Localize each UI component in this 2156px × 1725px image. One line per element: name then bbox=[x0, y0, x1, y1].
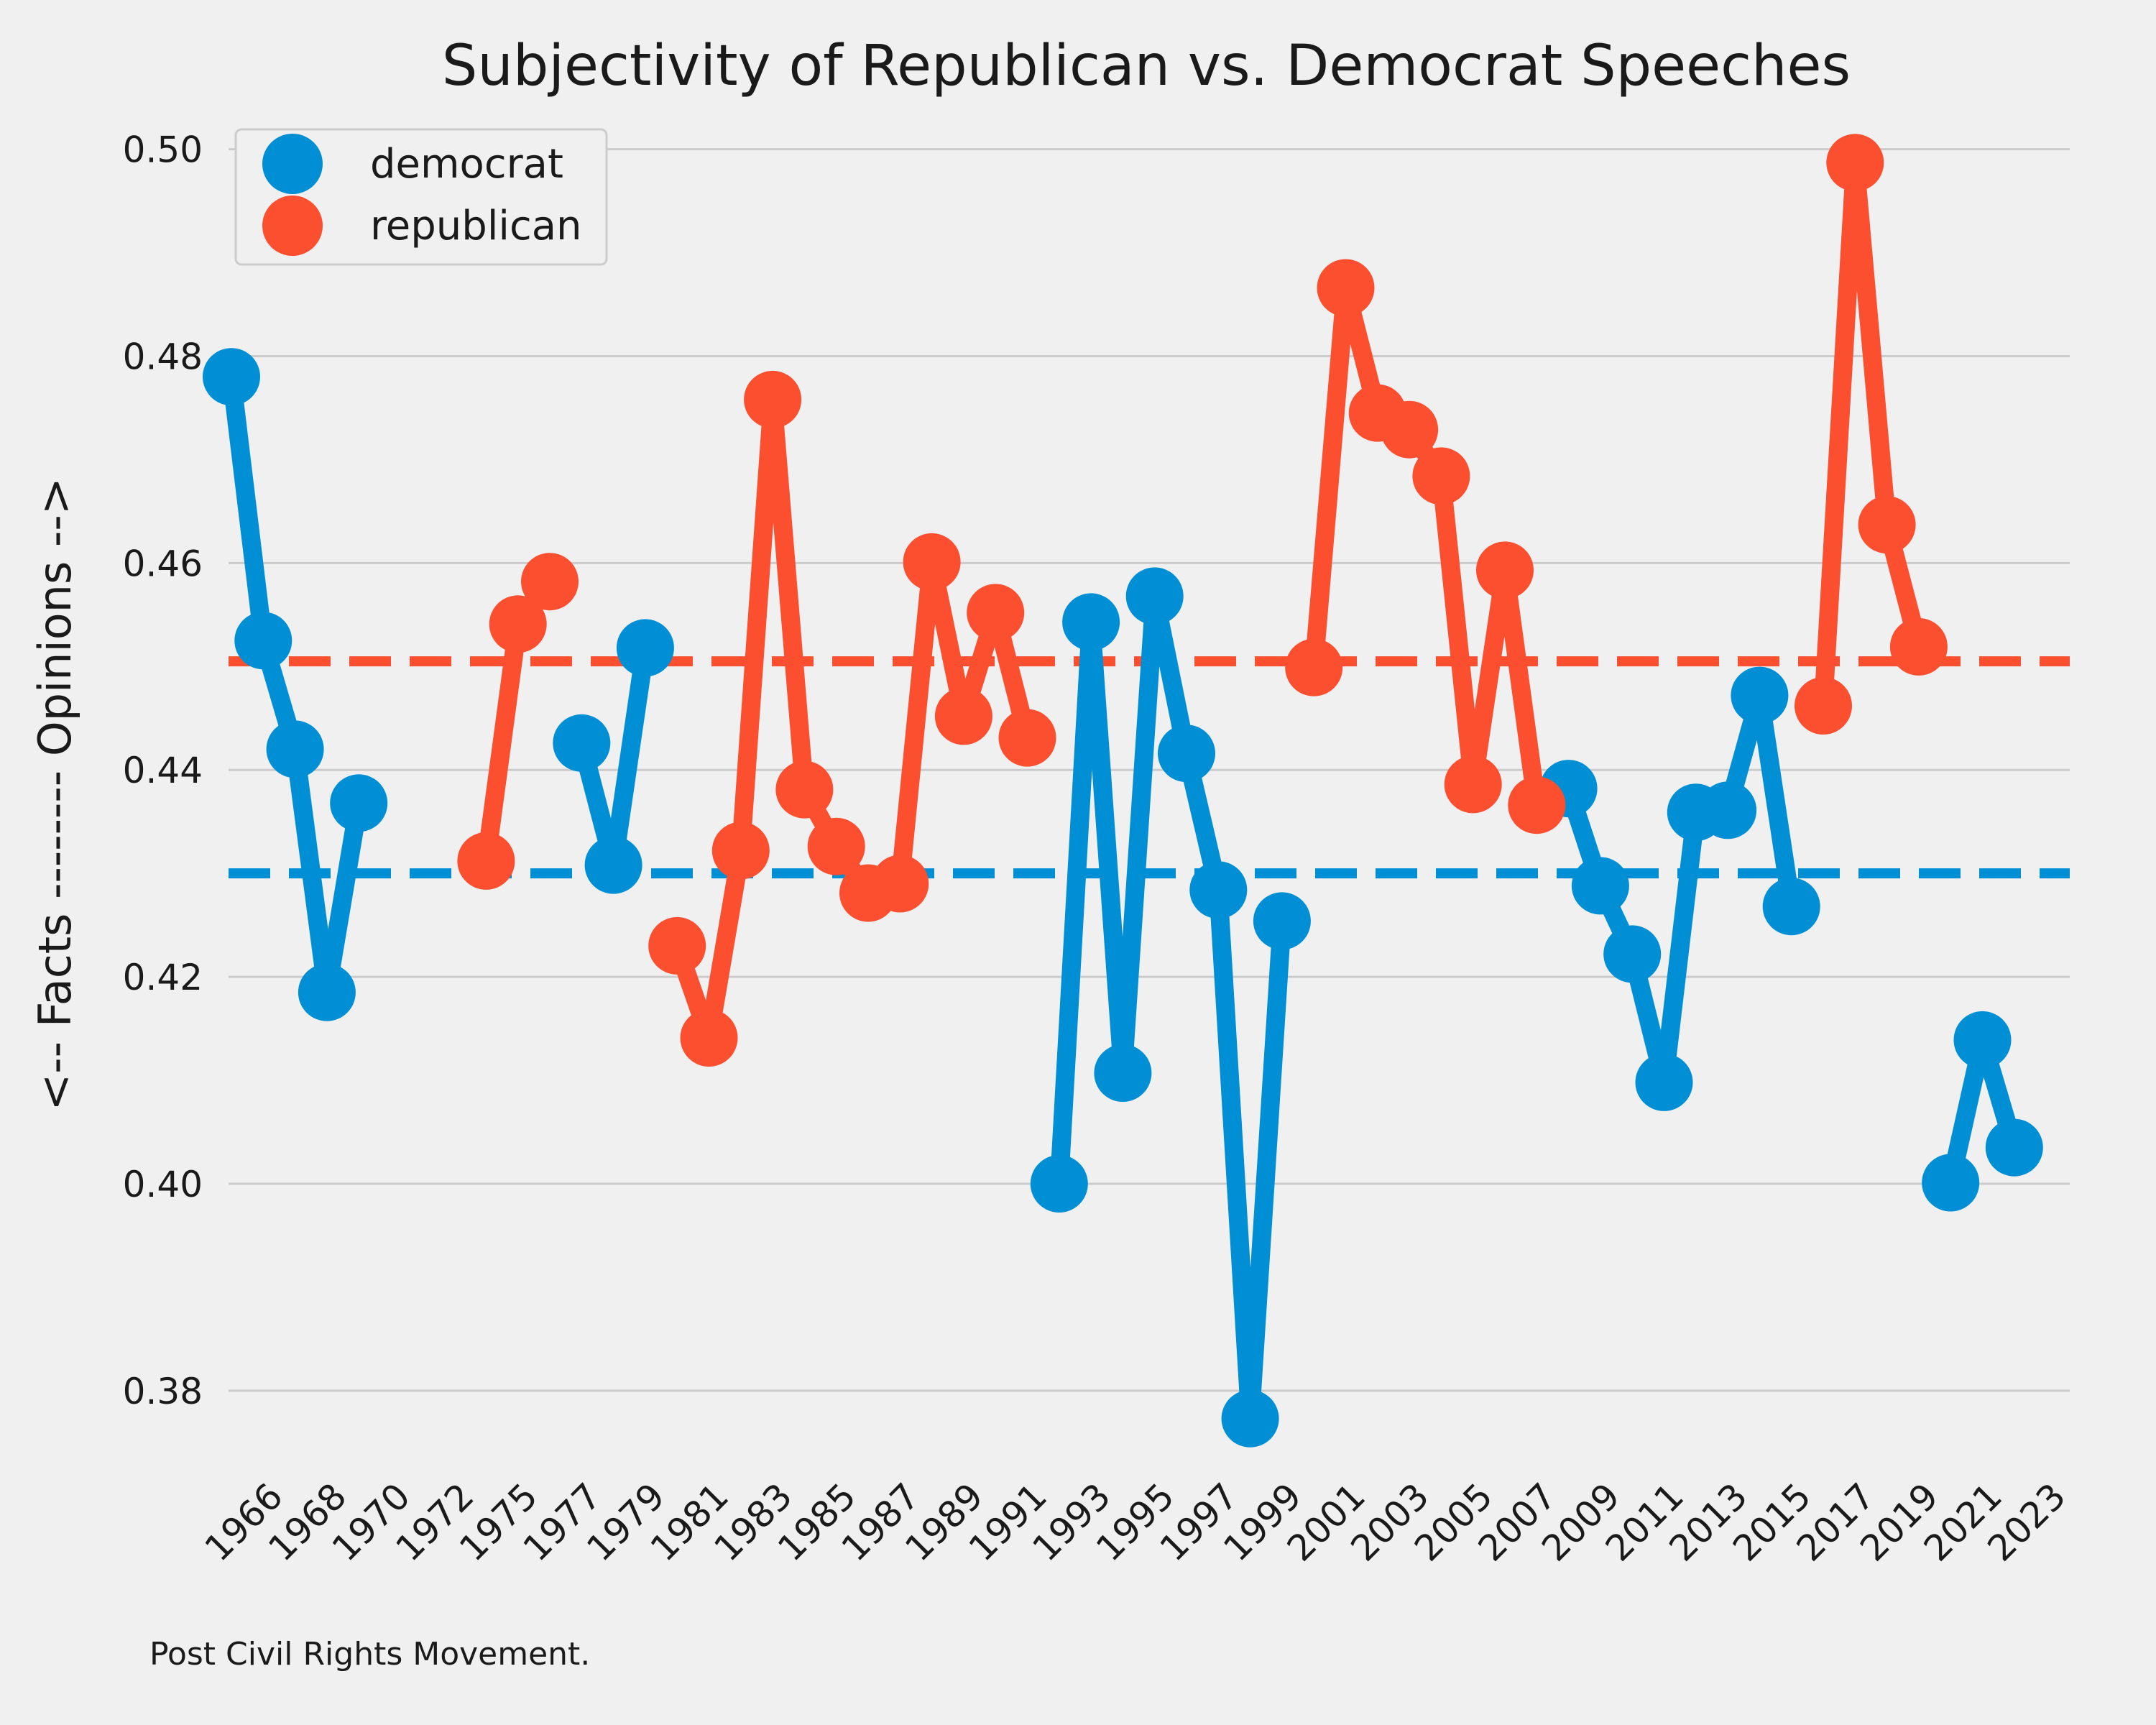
data-point-republican bbox=[489, 595, 547, 653]
series-layer bbox=[203, 134, 2043, 1448]
data-point-republican bbox=[1317, 259, 1375, 317]
data-point-democrat bbox=[1221, 1389, 1279, 1448]
data-point-democrat bbox=[298, 963, 356, 1021]
series-republican bbox=[457, 134, 1948, 1067]
data-point-democrat bbox=[1571, 857, 1629, 915]
legend-marker-democrat bbox=[262, 134, 323, 194]
legend-label-republican: republican bbox=[370, 203, 582, 249]
data-point-democrat bbox=[1922, 1154, 1980, 1212]
grid bbox=[229, 148, 2070, 1392]
data-point-democrat bbox=[266, 720, 324, 778]
data-point-democrat bbox=[1094, 1044, 1152, 1102]
y-tick-label: 0.50 bbox=[123, 129, 203, 171]
data-point-democrat bbox=[1985, 1118, 2043, 1177]
data-point-democrat bbox=[1253, 892, 1311, 950]
data-point-republican bbox=[680, 1009, 738, 1067]
data-point-democrat bbox=[1062, 593, 1120, 651]
data-point-democrat bbox=[1158, 724, 1215, 783]
data-point-democrat bbox=[1953, 1011, 2012, 1069]
data-point-republican bbox=[711, 822, 770, 880]
y-tick-label: 0.48 bbox=[123, 336, 203, 377]
data-point-democrat bbox=[584, 836, 642, 894]
legend-label-democrat: democrat bbox=[370, 141, 563, 188]
data-point-democrat bbox=[616, 619, 674, 677]
data-point-democrat bbox=[1030, 1155, 1088, 1213]
legend: democrat republican bbox=[234, 128, 608, 266]
data-point-republican bbox=[648, 916, 706, 975]
y-axis-label: <-- Facts -------- Opinions --> bbox=[29, 477, 81, 1110]
legend-marker-republican bbox=[262, 196, 323, 256]
series-line-republican bbox=[1814, 153, 1928, 715]
data-point-republican bbox=[1381, 400, 1439, 459]
data-point-democrat bbox=[1762, 878, 1820, 936]
data-point-democrat bbox=[1635, 1053, 1693, 1111]
data-point-republican bbox=[871, 855, 929, 913]
data-point-republican bbox=[1285, 638, 1343, 696]
caption: Post Civil Rights Movement. bbox=[149, 1636, 590, 1673]
data-point-republican bbox=[1795, 677, 1852, 735]
data-point-republican bbox=[967, 584, 1025, 642]
data-point-republican bbox=[1476, 541, 1534, 599]
data-point-republican bbox=[934, 687, 992, 745]
data-point-republican bbox=[1412, 447, 1470, 505]
data-point-democrat bbox=[1731, 666, 1789, 724]
legend-box bbox=[234, 128, 608, 266]
data-point-republican bbox=[1826, 134, 1884, 192]
data-point-democrat bbox=[1125, 567, 1184, 625]
data-point-democrat bbox=[1699, 781, 1757, 840]
data-point-republican bbox=[1889, 617, 1948, 676]
y-tick-label: 0.40 bbox=[123, 1164, 203, 1205]
data-point-republican bbox=[775, 760, 834, 819]
data-point-democrat bbox=[1189, 861, 1248, 919]
series-democrat bbox=[203, 348, 2043, 1448]
data-point-republican bbox=[1444, 755, 1502, 814]
data-point-democrat bbox=[234, 612, 292, 670]
y-tick-label: 0.46 bbox=[123, 543, 203, 584]
data-point-republican bbox=[457, 832, 515, 890]
data-point-republican bbox=[744, 370, 802, 428]
data-point-democrat bbox=[203, 348, 260, 406]
y-tick-label: 0.44 bbox=[123, 750, 203, 791]
y-tick-label: 0.42 bbox=[123, 957, 203, 998]
chart-title: Subjectivity of Republican vs. Democrat … bbox=[442, 34, 1851, 98]
series-line-democrat bbox=[1049, 586, 1291, 1428]
data-point-republican bbox=[998, 709, 1056, 767]
y-tick-label: 0.38 bbox=[123, 1371, 203, 1412]
data-point-democrat bbox=[330, 774, 388, 832]
data-point-republican bbox=[1858, 496, 1916, 554]
y-tick-labels: 0.38 0.40 0.42 0.44 0.46 0.48 0.50 bbox=[123, 129, 203, 1412]
data-point-republican bbox=[807, 817, 865, 875]
data-point-republican bbox=[903, 533, 961, 591]
data-point-republican bbox=[521, 553, 579, 611]
data-point-republican bbox=[1508, 776, 1566, 834]
data-point-democrat bbox=[553, 714, 611, 772]
data-point-democrat bbox=[1603, 925, 1662, 983]
